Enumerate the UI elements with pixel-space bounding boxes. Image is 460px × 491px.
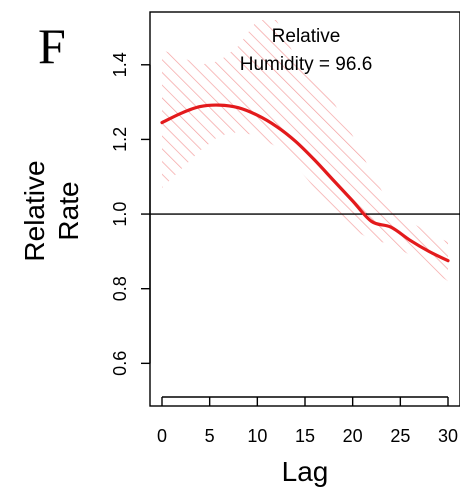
annotation-line-1: Relative: [272, 26, 341, 47]
x-axis-label: Lag: [282, 456, 329, 487]
y-axis-label-line-1: Relative: [19, 160, 50, 261]
y-tick-label: 1.4: [110, 52, 130, 77]
series-line: [160, 103, 450, 263]
x-tick-label: 30: [438, 426, 458, 446]
x-axis: 0 5 10 15 20 25 30: [157, 396, 458, 446]
x-tick-label: 0: [157, 426, 167, 446]
x-tick-label: 5: [205, 426, 215, 446]
y-tick-label: 1.0: [110, 202, 130, 227]
panel-label: F: [38, 18, 66, 74]
y-axis-label-line-2: Rate: [53, 181, 84, 240]
y-tick-label: 1.2: [110, 127, 130, 152]
y-axis: 0.6 0.8 1.0 1.2 1.4: [110, 52, 151, 376]
y-tick-label: 0.6: [110, 351, 130, 376]
x-tick-label: 20: [343, 426, 363, 446]
x-tick-label: 15: [295, 426, 315, 446]
x-tick-label: 25: [390, 426, 410, 446]
y-tick-label: 0.8: [110, 276, 130, 301]
annotation-line-2: Humidity = 96.6: [240, 54, 373, 75]
x-tick-label: 10: [247, 426, 267, 446]
